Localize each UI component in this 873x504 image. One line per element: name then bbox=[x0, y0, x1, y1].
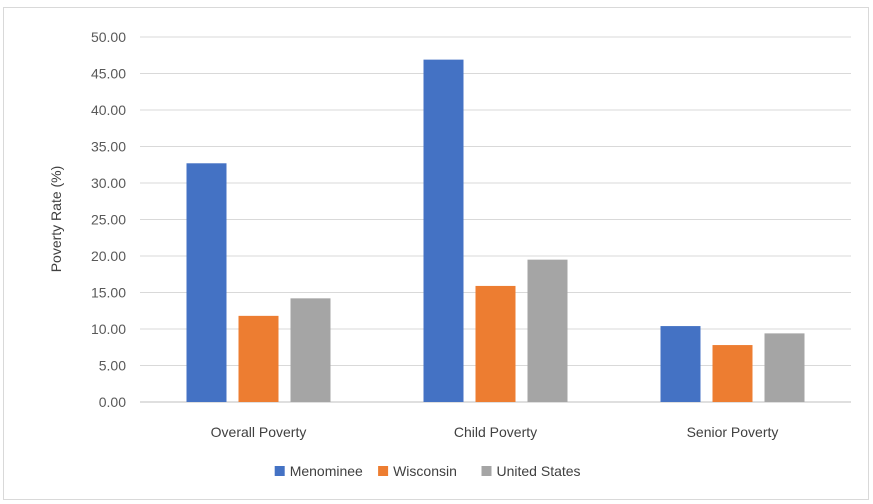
legend: Menominee Wisconsin United States bbox=[274, 463, 581, 479]
y-tick-label: 0.00 bbox=[99, 394, 126, 410]
bar-wisconsin-1 bbox=[475, 285, 516, 402]
bar-menominee-0 bbox=[186, 163, 227, 402]
bar-united-states-2 bbox=[764, 333, 805, 402]
y-tick-label: 5.00 bbox=[99, 358, 126, 374]
y-tick-label: 40.00 bbox=[91, 102, 126, 118]
y-tick-label: 10.00 bbox=[91, 321, 126, 337]
y-axis-ticks: 0.00 5.00 10.00 15.00 20.00 25.00 30.00 35.00 40… bbox=[91, 29, 126, 410]
bar-wisconsin-0 bbox=[238, 315, 279, 402]
legend-label-united-states: United States bbox=[497, 463, 581, 479]
y-tick-label: 30.00 bbox=[91, 175, 126, 191]
bar-united-states-0 bbox=[290, 298, 331, 402]
legend-swatch-united-states bbox=[481, 466, 492, 476]
x-category-label: Child Poverty bbox=[454, 424, 537, 440]
x-category-label: Senior Poverty bbox=[687, 424, 779, 440]
y-tick-label: 35.00 bbox=[91, 139, 126, 155]
legend-swatch-menominee bbox=[274, 466, 285, 476]
y-tick-label: 20.00 bbox=[91, 248, 126, 264]
legend-label-menominee: Menominee bbox=[290, 463, 363, 479]
bar-wisconsin-2 bbox=[712, 345, 753, 402]
legend-label-wisconsin: Wisconsin bbox=[393, 463, 457, 479]
bars bbox=[186, 59, 805, 402]
y-tick-label: 45.00 bbox=[91, 66, 126, 82]
y-tick-label: 25.00 bbox=[91, 212, 126, 228]
bar-menominee-1 bbox=[423, 59, 464, 402]
bar-united-states-1 bbox=[527, 259, 568, 402]
bar-menominee-2 bbox=[660, 326, 701, 402]
y-tick-label: 50.00 bbox=[91, 29, 126, 45]
y-tick-label: 15.00 bbox=[91, 285, 126, 301]
x-axis-categories: Overall Poverty Child Poverty Senior Pover… bbox=[211, 424, 779, 440]
legend-swatch-wisconsin bbox=[378, 466, 389, 476]
x-category-label: Overall Poverty bbox=[211, 424, 307, 440]
y-axis-label: Poverty Rate (%) bbox=[48, 166, 64, 273]
